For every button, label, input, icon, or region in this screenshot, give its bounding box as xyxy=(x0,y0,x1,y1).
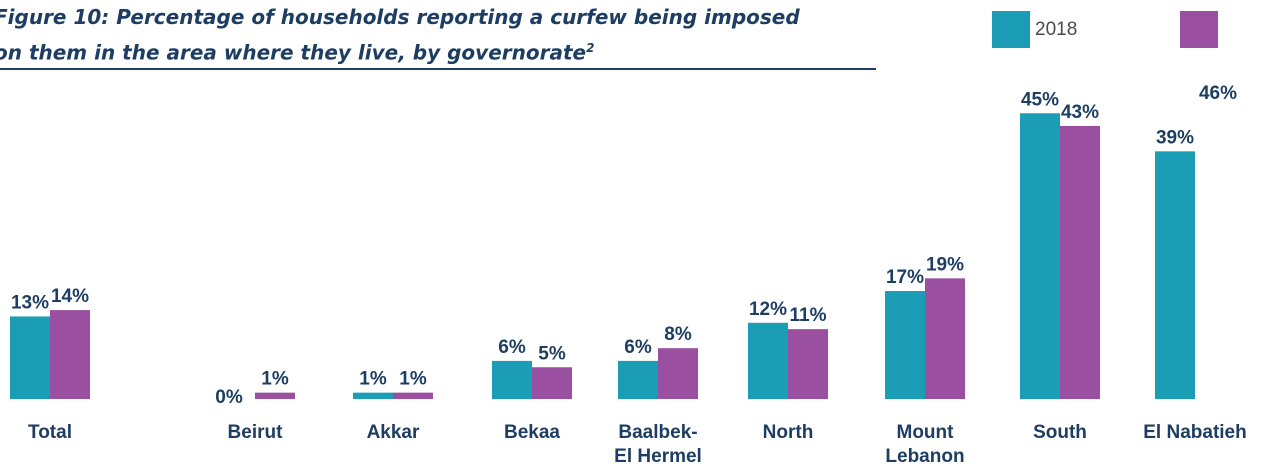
data-label: 1% xyxy=(399,369,427,390)
bar-2018-5 xyxy=(748,322,788,399)
data-label: 39% xyxy=(1156,127,1194,148)
data-label: 19% xyxy=(926,254,964,275)
data-label: 6% xyxy=(498,337,526,358)
data-label: 8% xyxy=(664,324,692,345)
data-label: 12% xyxy=(749,299,787,320)
legend-label-2018: 2018 xyxy=(1035,19,1078,40)
bar-series-2-4 xyxy=(658,348,698,399)
bar-series-2-1 xyxy=(255,392,295,399)
data-label: 0% xyxy=(215,387,243,408)
title-underline xyxy=(0,68,876,70)
data-label: 6% xyxy=(624,337,652,358)
bar-series-2-6 xyxy=(925,278,965,399)
bar-series-2-0 xyxy=(50,310,90,399)
data-label: 5% xyxy=(538,343,566,364)
chart-title-line2: on them in the area where they live, by … xyxy=(0,40,587,65)
category-label: Mount xyxy=(897,422,955,443)
bar-2018-3 xyxy=(492,360,532,399)
bar-2018-6 xyxy=(885,291,925,399)
bar-2018-7 xyxy=(1020,113,1060,399)
category-label: Akkar xyxy=(367,422,420,443)
category-label: Lebanon xyxy=(885,446,964,466)
bar-2018-0 xyxy=(10,316,50,399)
data-label: 13% xyxy=(11,292,49,313)
category-label: South xyxy=(1033,422,1087,443)
data-label: 45% xyxy=(1021,89,1059,110)
footnote-marker: 2 xyxy=(586,41,595,55)
data-label: 17% xyxy=(886,267,924,288)
data-label: 1% xyxy=(261,369,289,390)
bar-2018-2 xyxy=(353,392,393,399)
bar-series-2-5 xyxy=(788,329,828,399)
chart-title: Figure 10: Percentage of households repo… xyxy=(0,2,874,69)
chart-title-line1: Figure 10: Percentage of households repo… xyxy=(0,5,800,29)
data-label: 1% xyxy=(359,369,387,390)
category-label: North xyxy=(763,422,814,443)
data-label: 11% xyxy=(790,305,827,326)
bar-series-2-2 xyxy=(393,392,433,399)
category-label: El Hermel xyxy=(614,446,702,466)
category-label: Baalbek- xyxy=(618,422,697,443)
data-label: 43% xyxy=(1061,102,1099,123)
category-label: Beirut xyxy=(228,422,284,443)
legend-swatch-series-2 xyxy=(1180,11,1218,48)
bar-series-2-3 xyxy=(532,367,572,399)
legend-swatch-2018 xyxy=(992,11,1030,48)
category-label: El Nabatieh xyxy=(1143,422,1246,443)
data-label: 46% xyxy=(1199,83,1237,104)
bar-2018-8 xyxy=(1155,151,1195,399)
data-label: 14% xyxy=(51,286,89,307)
bar-series-2-7 xyxy=(1060,125,1100,399)
category-label: Total xyxy=(28,422,72,443)
bar-2018-4 xyxy=(618,360,658,399)
category-label: Bekaa xyxy=(504,422,560,443)
